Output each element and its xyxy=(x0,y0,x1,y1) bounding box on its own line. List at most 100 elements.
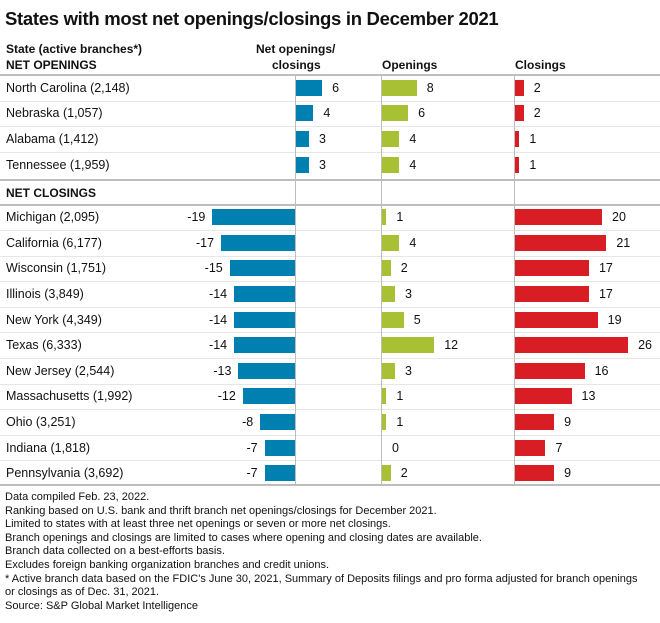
closings-value-label: 17 xyxy=(598,287,613,301)
column-header-openings: Openings xyxy=(382,58,438,72)
openings-value-label: 3 xyxy=(405,363,412,378)
row-separator xyxy=(0,255,660,257)
row-separator xyxy=(0,100,660,102)
closings-bar xyxy=(515,79,524,96)
openings-value-label: 1 xyxy=(396,389,404,404)
closings-bar xyxy=(515,311,598,328)
closings-bar xyxy=(515,362,585,379)
net-bar xyxy=(234,337,295,354)
closings-bar xyxy=(515,260,589,277)
footnote-line: Branch data collected on a best-efforts … xyxy=(5,545,225,558)
closings-value-label: 21 xyxy=(616,235,631,250)
openings-bar xyxy=(382,362,396,379)
net-value-label: -14 xyxy=(209,338,228,353)
openings-bar xyxy=(382,414,387,430)
net-bar xyxy=(260,414,295,430)
net-bar xyxy=(296,105,314,122)
footnote-line: Excludes foreign banking organization br… xyxy=(5,558,330,571)
row-separator xyxy=(0,434,660,436)
column-header-net-line1: Net openings/ xyxy=(256,42,336,56)
column-header-net-line2: closings xyxy=(272,58,321,72)
closings-bar xyxy=(515,388,572,405)
state-label: Alabama (1,412) xyxy=(6,132,99,146)
chart-title: States with most net openings/closings i… xyxy=(5,8,499,29)
closings-value-label: 1 xyxy=(529,157,537,172)
openings-bar xyxy=(382,79,417,96)
openings-value-label: 0 xyxy=(392,440,399,455)
openings-bar xyxy=(382,388,387,405)
openings-bar xyxy=(382,156,400,173)
net-value-label: 6 xyxy=(332,80,340,95)
row-separator xyxy=(0,332,660,334)
openings-value-label: 8 xyxy=(426,80,434,95)
openings-axis-line xyxy=(381,74,382,485)
net-value-label: -15 xyxy=(204,261,223,276)
state-label: Nebraska (1,057) xyxy=(6,106,103,121)
closings-value-label: 1 xyxy=(529,132,537,146)
net-value-label: -12 xyxy=(217,389,236,404)
closings-value-label: 2 xyxy=(533,80,541,95)
column-header-state: State (active branches*) xyxy=(6,42,143,56)
state-label: Wisconsin (1,751) xyxy=(6,261,107,276)
state-label: Tennessee (1,959) xyxy=(6,157,110,172)
net-bar xyxy=(229,260,295,277)
net-value-label: -7 xyxy=(246,466,258,481)
footnote-line: * Active branch data based on the FDIC's… xyxy=(5,572,638,585)
openings-value-label: 2 xyxy=(400,261,408,276)
closings-bar xyxy=(515,465,555,482)
net-value-label: -7 xyxy=(246,440,258,455)
bottom-rule xyxy=(0,484,660,486)
header-rule xyxy=(0,74,660,76)
state-label: New Jersey (2,544) xyxy=(6,363,115,378)
openings-value-label: 3 xyxy=(405,287,412,301)
state-label: North Carolina (2,148) xyxy=(6,80,130,95)
net-bar xyxy=(234,311,295,328)
section-label-net-closings: NET CLOSINGS xyxy=(6,186,97,201)
state-label: Pennsylvania (3,692) xyxy=(6,466,124,481)
state-label: Massachusetts (1,992) xyxy=(6,389,133,404)
openings-value-label: 1 xyxy=(396,210,404,225)
closings-bar xyxy=(515,414,555,430)
openings-value-label: 4 xyxy=(409,157,417,172)
footnote-line: Source: S&P Global Market Intelligence xyxy=(5,599,199,612)
openings-value-label: 6 xyxy=(418,106,426,121)
state-label: Texas (6,333) xyxy=(6,338,82,353)
openings-bar xyxy=(382,105,409,122)
row-separator xyxy=(0,306,660,308)
closings-value-label: 7 xyxy=(555,440,563,455)
openings-bar xyxy=(382,286,396,302)
footnote-line: Branch openings and closings are limited… xyxy=(5,531,482,544)
state-label: New York (4,349) xyxy=(6,312,102,327)
openings-value-label: 12 xyxy=(444,338,459,353)
net-value-label: 3 xyxy=(319,157,326,172)
row-separator xyxy=(0,358,660,359)
footnote-line: Limited to states with at least three ne… xyxy=(5,518,391,531)
state-label: California (6,177) xyxy=(6,235,102,250)
row-separator xyxy=(0,230,660,231)
net-bar xyxy=(242,388,295,405)
openings-value-label: 4 xyxy=(409,235,417,250)
closings-bar xyxy=(515,209,602,226)
net-axis-line xyxy=(295,74,296,485)
footnote-line: Data compiled Feb. 23, 2022. xyxy=(5,491,150,503)
section-header-rule xyxy=(0,204,660,207)
openings-value-label: 1 xyxy=(396,415,404,429)
openings-bar xyxy=(382,131,400,147)
openings-bar xyxy=(382,311,404,328)
openings-bar xyxy=(382,260,391,277)
openings-value-label: 5 xyxy=(413,312,421,327)
net-value-label: -17 xyxy=(195,235,215,250)
net-bar xyxy=(234,286,295,302)
state-label: Indiana (1,818) xyxy=(6,440,91,455)
footnote-line: Ranking based on U.S. bank and thrift br… xyxy=(5,504,437,517)
footnotes: Data compiled Feb. 23, 2022. Ranking base… xyxy=(5,491,638,613)
closings-value-label: 19 xyxy=(607,312,622,327)
net-bar xyxy=(264,465,295,482)
openings-value-label: 2 xyxy=(400,466,408,481)
net-bar xyxy=(238,362,295,379)
net-bar xyxy=(296,156,310,173)
closings-value-label: 9 xyxy=(564,466,572,481)
net-value-label: -8 xyxy=(242,415,254,429)
closings-axis-line xyxy=(514,74,515,485)
closings-value-label: 17 xyxy=(598,261,613,276)
